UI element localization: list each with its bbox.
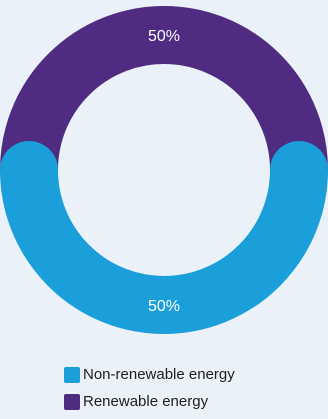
donut-label-renewable: 50% — [148, 28, 180, 45]
legend-swatch-renewable — [64, 394, 80, 410]
legend-swatch-non-renewable — [64, 367, 80, 383]
donut-slice-non-renewable — [0, 141, 328, 334]
donut-label-non-renewable: 50% — [148, 298, 180, 315]
legend-item-non-renewable: Non-renewable energy — [64, 364, 304, 386]
legend-label-non-renewable: Non-renewable energy — [83, 366, 235, 383]
donut-slice-renewable — [0, 6, 328, 199]
donut-chart: 50% 50% — [0, 6, 328, 334]
legend-label-renewable: Renewable energy — [83, 393, 209, 410]
chart-legend: Non-renewable energy Renewable energy — [64, 364, 304, 418]
legend-item-renewable: Renewable energy — [64, 391, 304, 413]
